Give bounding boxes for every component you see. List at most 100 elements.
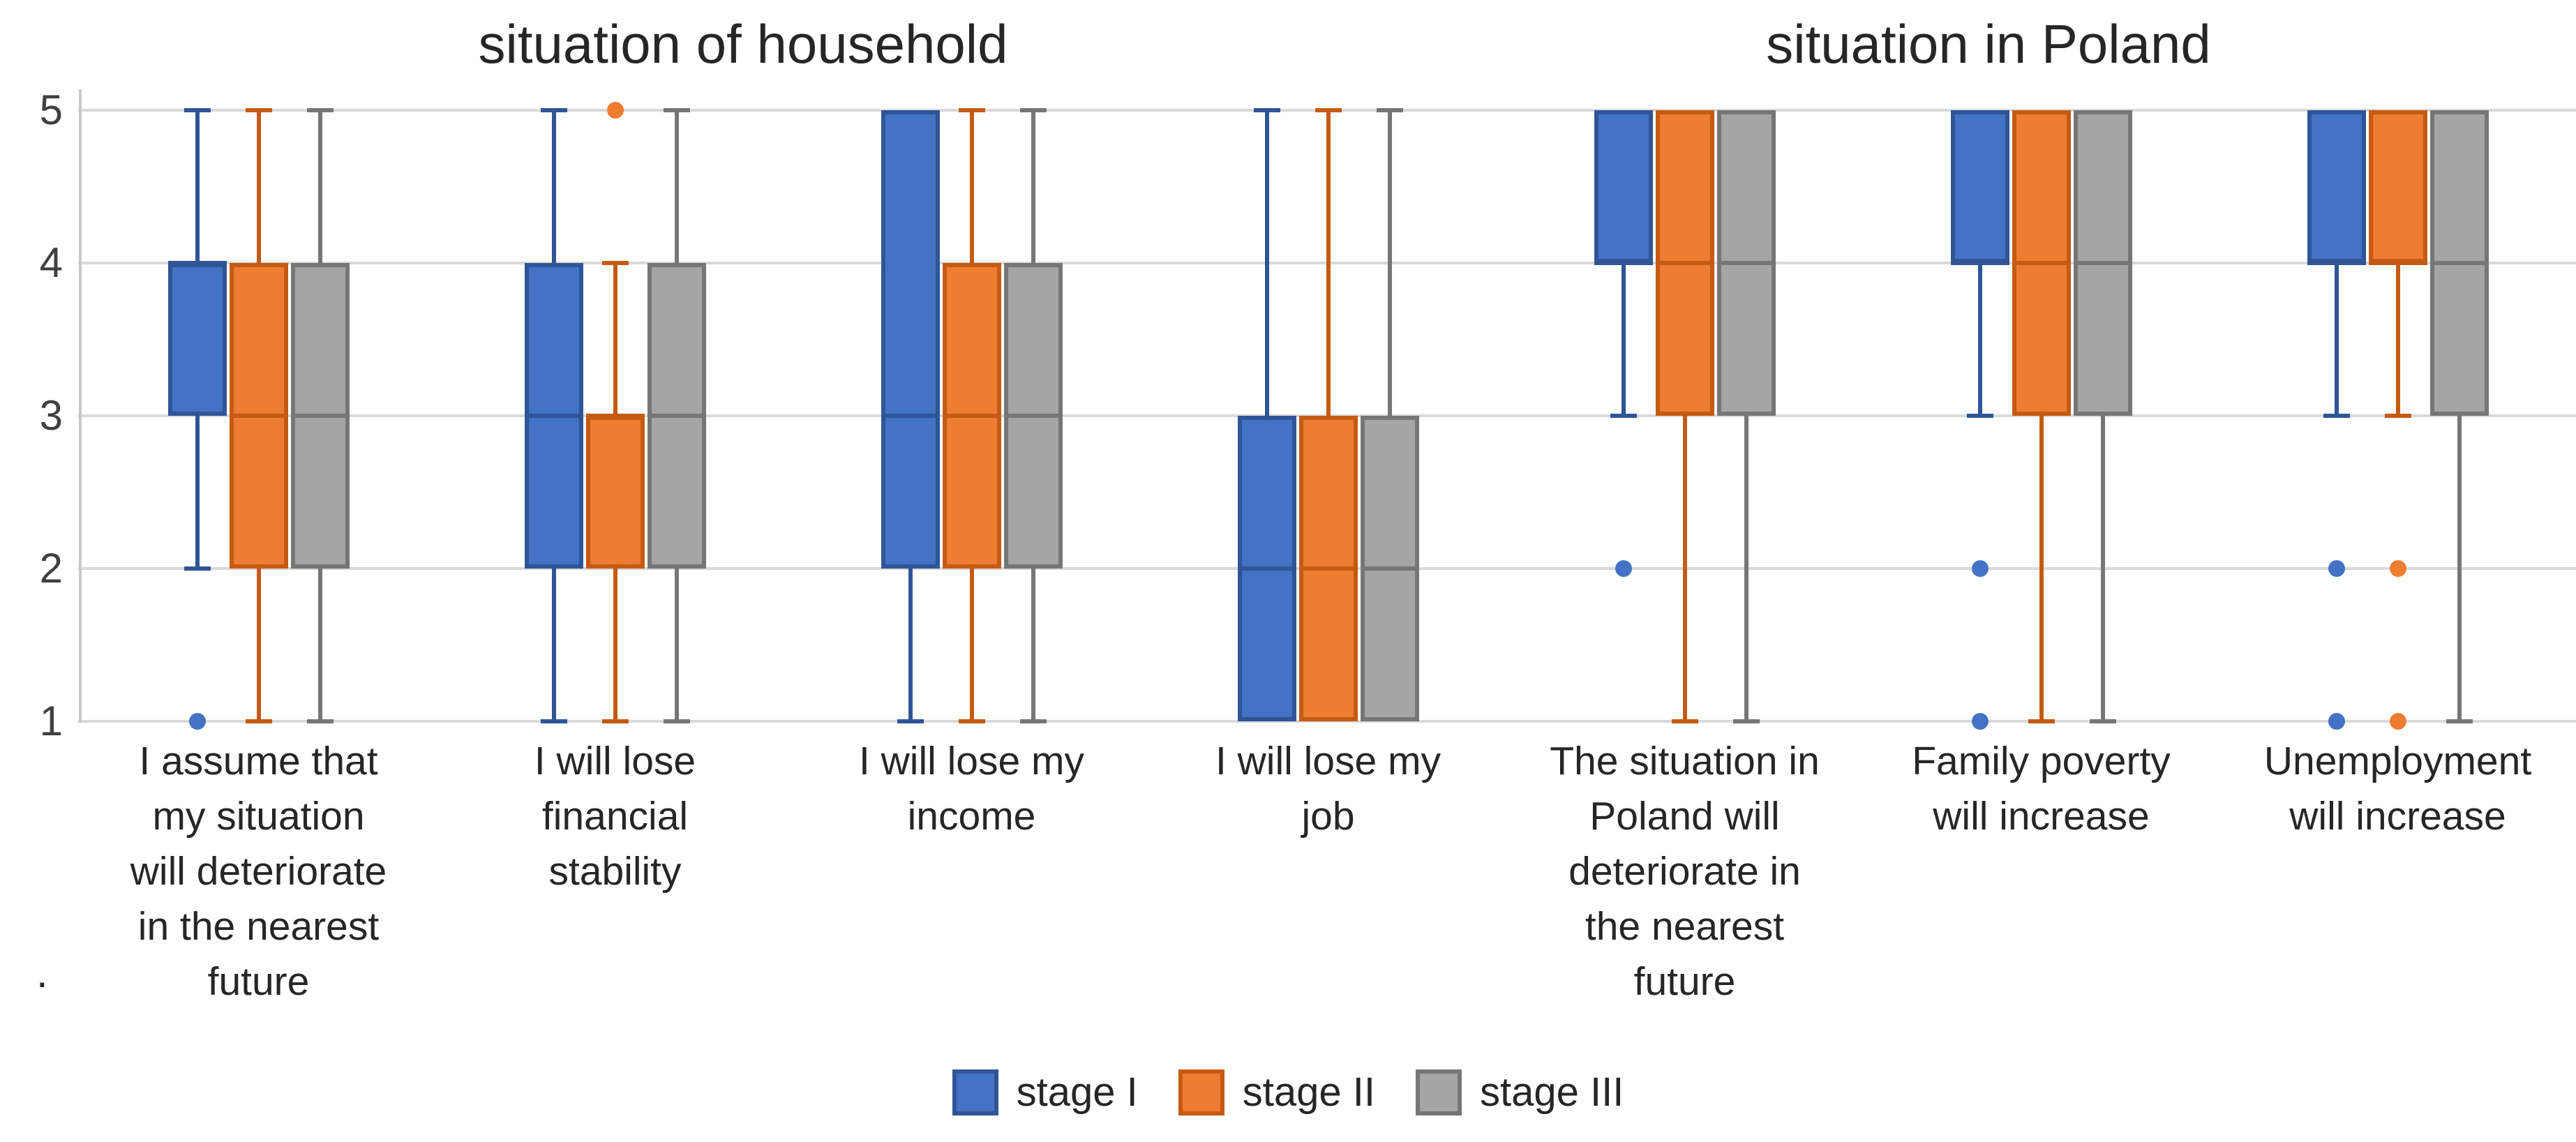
- outlier-dot-stage-II: [2389, 560, 2406, 577]
- stray-period: .: [36, 949, 48, 996]
- median-stage-II-cat2: [585, 414, 645, 418]
- category-label-3: I will lose my income: [858, 739, 1085, 839]
- whisker-cap-high-stage-II: [601, 261, 629, 265]
- box-stage-II-cat2: [585, 416, 645, 569]
- category-label-5: The situation in Poland will deteriorate…: [1550, 739, 1820, 1004]
- whisker-cap-low-stage-I: [540, 719, 567, 723]
- category-label-1: I assume that my situation will deterior…: [130, 739, 387, 1004]
- whisker-low-stage-II: [1682, 416, 1687, 721]
- whisker-cap-low-stage-II: [245, 719, 272, 723]
- whisker-cap-low-stage-I: [1966, 414, 1993, 418]
- median-stage-III-cat5: [1716, 261, 1776, 265]
- median-stage-II-cat4: [1298, 566, 1358, 571]
- legend-label: stage II: [1242, 1069, 1375, 1115]
- category-label-7: Unemployment will increase: [2263, 739, 2532, 839]
- whisker-low-stage-I: [2334, 263, 2339, 416]
- y-tick-label: 5: [39, 87, 63, 133]
- whisker-cap-low-stage-II: [1671, 719, 1698, 723]
- outlier-dot-stage-I: [188, 713, 206, 730]
- median-stage-I-cat7: [2307, 261, 2366, 265]
- whisker-high-stage-II: [969, 110, 974, 263]
- whisker-low-stage-II: [2039, 416, 2044, 721]
- median-stage-II-cat5: [1655, 261, 1714, 265]
- whisker-low-stage-I: [908, 569, 913, 721]
- whisker-low-stage-III: [1744, 416, 1748, 721]
- legend: stage I stage II stage III: [0, 1069, 2576, 1115]
- category-label-4: I will lose my job: [1215, 739, 1441, 839]
- outlier-dot-stage-I: [1971, 560, 1989, 577]
- outlier-dot-stage-I: [2328, 713, 2345, 730]
- median-stage-I-cat2: [524, 414, 583, 418]
- whisker-cap-high-stage-I: [184, 108, 211, 112]
- whisker-low-stage-I: [1621, 263, 1626, 416]
- whisker-cap-low-stage-II: [958, 719, 985, 723]
- median-stage-I-cat6: [1950, 261, 2009, 265]
- median-stage-III-cat3: [1003, 414, 1063, 418]
- category-label-2: I will lose financial stability: [534, 739, 696, 894]
- whisker-cap-high-stage-III: [306, 108, 334, 112]
- median-stage-III-cat1: [290, 414, 350, 418]
- median-stage-I-cat5: [1594, 261, 1653, 265]
- box-stage-I-cat6: [1950, 110, 2009, 263]
- whisker-high-stage-I: [195, 110, 200, 263]
- y-tick-label: 4: [39, 239, 63, 286]
- whisker-cap-low-stage-II: [601, 719, 629, 723]
- legend-item-stage-I: stage I: [952, 1069, 1138, 1115]
- whisker-low-stage-II: [256, 569, 261, 721]
- whisker-cap-high-stage-II: [1315, 108, 1342, 112]
- whisker-low-stage-I: [1977, 263, 1982, 416]
- median-stage-II-cat7: [2368, 261, 2427, 265]
- whisker-high-stage-III: [1031, 110, 1035, 263]
- legend-swatch-icon: [952, 1069, 998, 1115]
- whisker-cap-low-stage-II: [2028, 719, 2055, 723]
- whisker-low-stage-III: [2457, 416, 2462, 721]
- median-stage-II-cat3: [942, 414, 1001, 418]
- whisker-cap-low-stage-III: [306, 719, 334, 723]
- whisker-high-stage-III: [317, 110, 322, 263]
- outlier-dot-stage-I: [2328, 560, 2345, 577]
- whisker-cap-high-stage-III: [663, 108, 690, 112]
- whisker-low-stage-II: [969, 569, 974, 721]
- box-stage-I-cat5: [1594, 110, 1653, 263]
- section-title-poland: situation in Poland: [1766, 13, 2211, 75]
- median-stage-III-cat7: [2429, 261, 2489, 265]
- whisker-cap-high-stage-II: [245, 108, 272, 112]
- legend-swatch-icon: [1416, 1069, 1462, 1115]
- y-axis-line: [79, 89, 82, 723]
- whisker-low-stage-II: [2395, 263, 2400, 416]
- median-stage-II-cat6: [2012, 261, 2071, 265]
- whisker-cap-low-stage-I: [2323, 414, 2350, 418]
- box-stage-I-cat1: [167, 263, 227, 416]
- median-stage-III-cat2: [647, 414, 706, 418]
- whisker-low-stage-I: [551, 569, 556, 721]
- box-stage-I-cat7: [2307, 110, 2366, 263]
- whisker-cap-high-stage-I: [1253, 108, 1280, 112]
- gridline-y1: [78, 720, 2576, 723]
- whisker-high-stage-III: [674, 110, 679, 263]
- whisker-cap-high-stage-I: [540, 108, 567, 112]
- legend-label: stage III: [1480, 1069, 1624, 1115]
- whisker-low-stage-I: [195, 416, 200, 569]
- whisker-high-stage-II: [256, 110, 261, 263]
- legend-item-stage-III: stage III: [1416, 1069, 1624, 1115]
- section-title-household: situation of household: [478, 13, 1008, 75]
- whisker-cap-low-stage-III: [1019, 719, 1047, 723]
- whisker-cap-low-stage-III: [2089, 719, 2116, 723]
- whisker-cap-low-stage-II: [2384, 414, 2411, 418]
- whisker-cap-high-stage-III: [1376, 108, 1403, 112]
- whisker-low-stage-II: [613, 569, 617, 721]
- whisker-high-stage-III: [1387, 110, 1392, 416]
- whisker-low-stage-III: [674, 569, 679, 721]
- whisker-cap-high-stage-II: [958, 108, 985, 112]
- whisker-cap-high-stage-III: [1019, 108, 1047, 112]
- whisker-high-stage-I: [551, 110, 556, 263]
- median-stage-I-cat3: [881, 414, 940, 418]
- legend-label: stage I: [1016, 1069, 1138, 1115]
- whisker-high-stage-I: [1264, 110, 1269, 416]
- y-tick-label: 3: [39, 392, 63, 439]
- whisker-cap-low-stage-I: [1610, 414, 1637, 418]
- outlier-dot-stage-I: [1971, 713, 1989, 730]
- median-stage-I-cat1: [167, 261, 227, 265]
- whisker-high-stage-II: [613, 263, 617, 416]
- whisker-low-stage-III: [2100, 416, 2105, 721]
